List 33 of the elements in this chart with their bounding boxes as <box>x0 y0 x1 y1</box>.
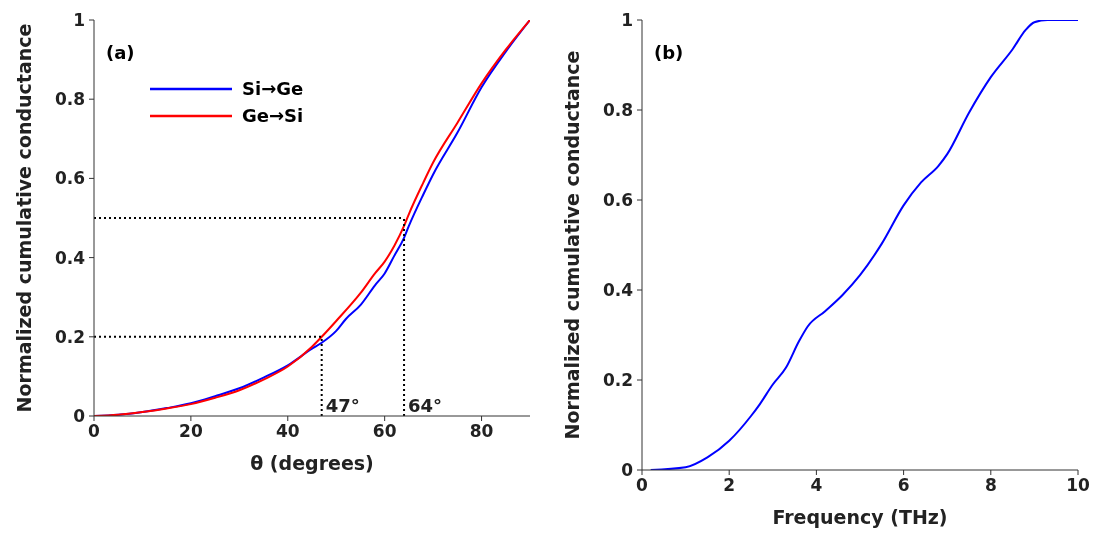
y-tick-label: 1 <box>73 10 85 31</box>
x-tick-label: 60 <box>372 421 397 442</box>
y-tick-label: 0.2 <box>54 326 85 347</box>
y-tick-label: 0.2 <box>602 370 633 391</box>
y-tick-label: 0 <box>73 406 86 427</box>
annotation: (b) <box>654 42 684 63</box>
x-tick-label: 0 <box>88 421 101 442</box>
x-tick-label: 4 <box>810 475 823 496</box>
x-tick-label: 6 <box>897 475 910 496</box>
x-tick-label: 8 <box>984 475 997 496</box>
x-tick-label: 0 <box>636 475 649 496</box>
y-tick-label: 0 <box>621 460 634 481</box>
ref-line-label: 47° <box>325 395 360 416</box>
ref-line-label: 64° <box>408 395 443 416</box>
y-tick-label: 0.6 <box>602 190 633 211</box>
y-tick-label: 0.8 <box>602 100 633 121</box>
y-tick-label: 0.4 <box>54 247 86 268</box>
y-tick-label: 1 <box>621 10 633 31</box>
x-tick-label: 20 <box>179 421 203 442</box>
x-tick-label: 10 <box>1066 475 1090 496</box>
x-tick-label: 80 <box>469 421 494 442</box>
y-tick-label: 0.8 <box>54 89 85 110</box>
y-axis-title: Normalized cumulative conductance <box>560 50 583 440</box>
x-tick-label: 2 <box>723 475 736 496</box>
x-axis-title: Frequency (THz) <box>772 506 948 528</box>
y-tick-label: 0.4 <box>602 280 634 301</box>
y-tick-label: 0.6 <box>54 168 85 189</box>
y-axis-title: Normalized cumulative conductance <box>12 23 35 413</box>
legend-label: Si→Ge <box>242 78 304 99</box>
x-axis-title: θ (degrees) <box>250 452 374 474</box>
legend-label: Ge→Si <box>242 105 304 126</box>
x-tick-label: 40 <box>275 421 300 442</box>
annotation: (a) <box>106 42 135 63</box>
